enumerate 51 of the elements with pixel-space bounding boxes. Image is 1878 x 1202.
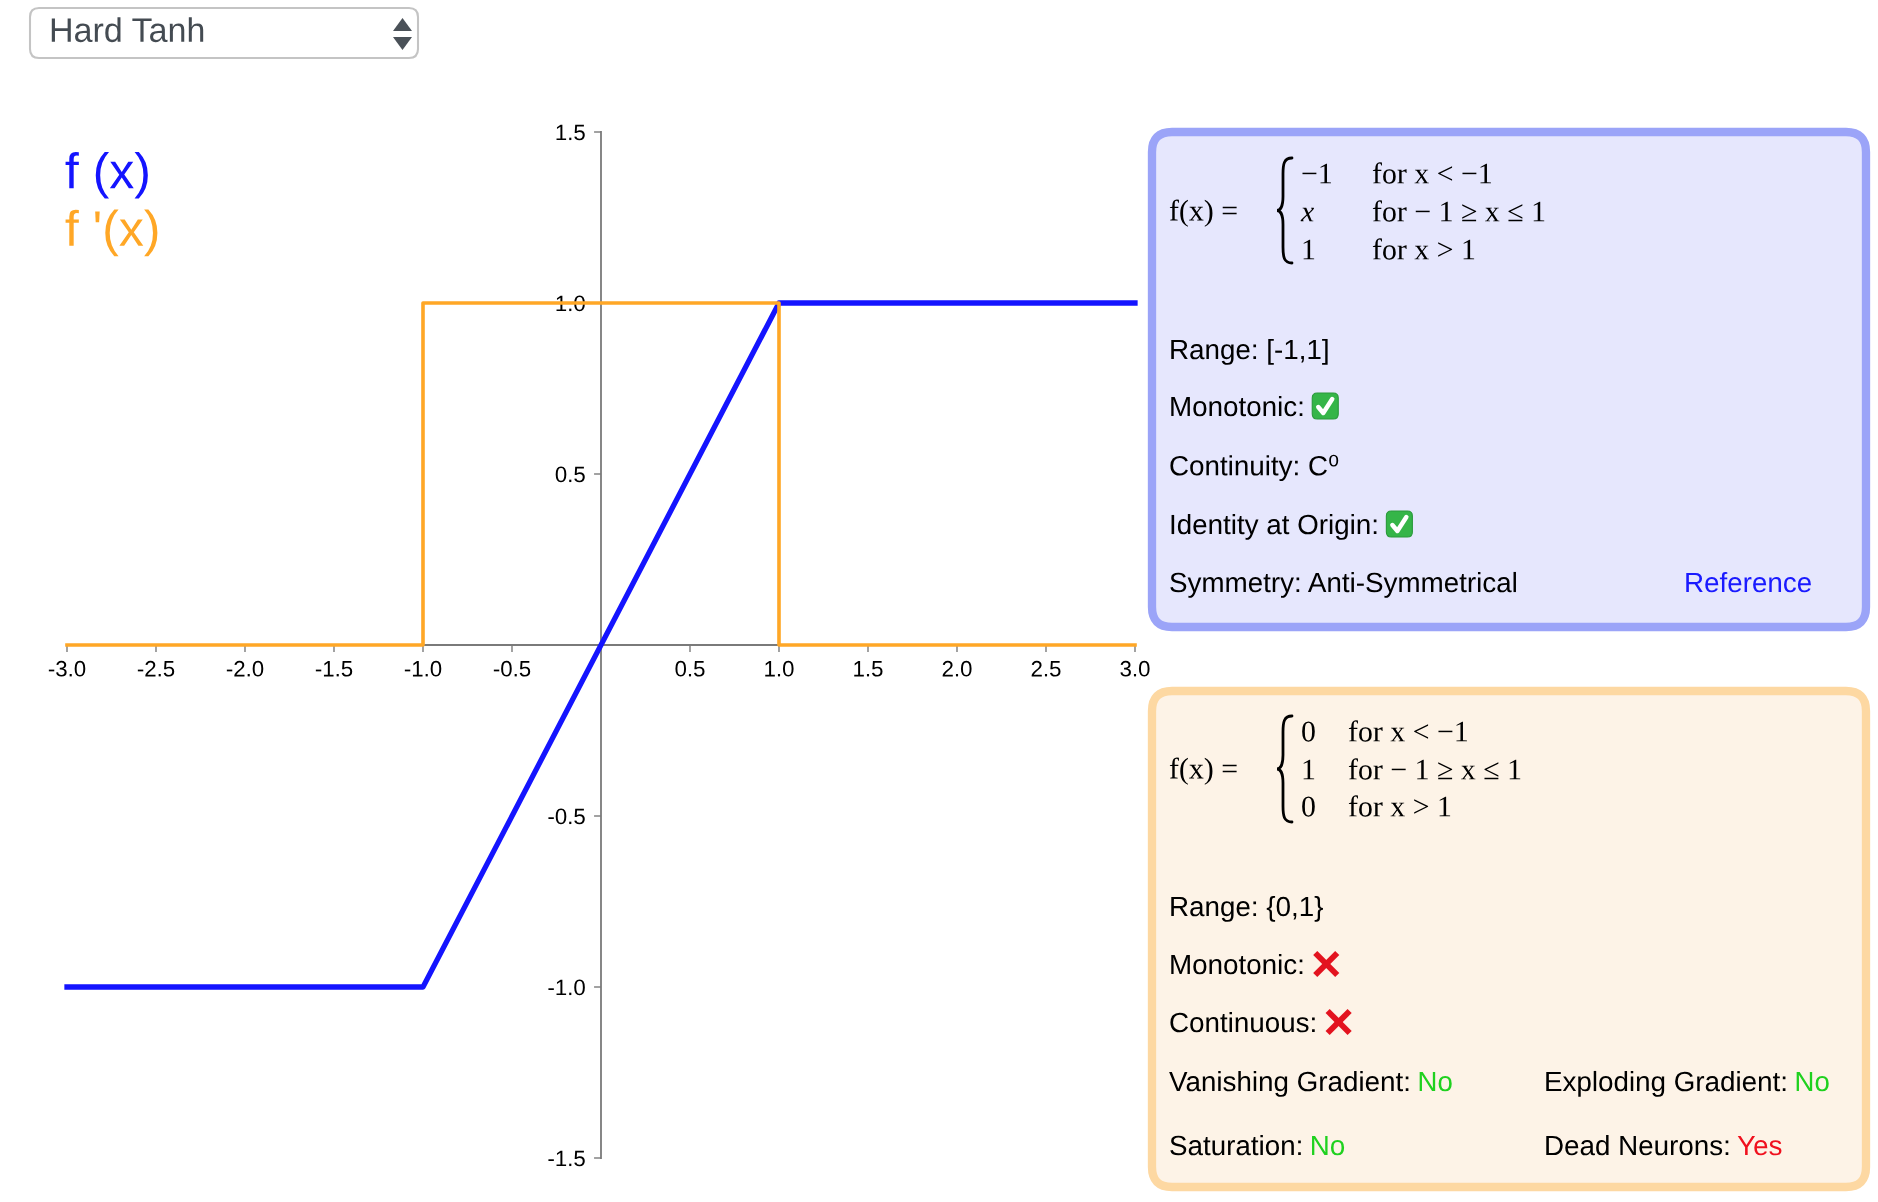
text: Identity at Origin: (1171, 513, 1377, 540)
x-tick-label: 1.0 (765, 660, 794, 677)
text: Reference (1686, 571, 1811, 593)
text: No (1796, 1071, 1829, 1092)
text: Range: [-1,1] (1171, 338, 1328, 365)
chart-title: Hard Tanh (51, 17, 204, 43)
text: for − 1 ≥ x ≤ 1 (1372, 200, 1545, 222)
x-tick-label: -3.0 (48, 660, 86, 677)
x-tick-label: 0.5 (675, 660, 705, 677)
y-tick-label: -1.0 (548, 979, 585, 996)
text: 0 (1302, 796, 1315, 817)
text: 1 (1303, 239, 1315, 260)
text: No (1419, 1071, 1452, 1092)
text: Yes (1737, 1135, 1782, 1156)
x-tick-label: 2.0 (942, 660, 972, 677)
x-tick-label: -2.5 (137, 660, 175, 677)
y-tick-label: -1.5 (548, 1150, 585, 1167)
text: Continuity: C⁰ (1170, 454, 1339, 482)
text: f(x) = (1169, 757, 1237, 785)
text: Range: {0,1} (1171, 895, 1323, 922)
text: Dead Neurons: (1546, 1134, 1729, 1156)
text: f (x) (65, 152, 148, 199)
text: f '(x) (65, 209, 158, 257)
y-tick-label: 0.5 (555, 466, 585, 483)
text: −1 (1302, 163, 1331, 184)
text: Continuous: (1170, 1011, 1315, 1033)
text: f(x) = (1169, 199, 1237, 227)
x-tick-label: -1.5 (315, 661, 353, 677)
text: for x < −1 (1348, 720, 1467, 742)
text: for − 1 ≥ x ≤ 1 (1348, 758, 1521, 780)
text: Saturation: (1170, 1134, 1301, 1156)
x-tick-label: -0.5 (493, 660, 531, 677)
text: x (1300, 207, 1315, 222)
x-tick-label: -2.0 (226, 660, 264, 677)
text: 0 (1302, 721, 1315, 742)
text: Exploding Gradient: (1546, 1070, 1786, 1097)
text: No (1312, 1135, 1345, 1156)
text: Vanishing Gradient: (1169, 1070, 1409, 1097)
y-tick-label: 1.5 (556, 124, 585, 141)
x-tick-label: -1.0 (404, 660, 442, 677)
x-tick-label: 3.0 (1120, 660, 1150, 677)
x-tick-label: 1.5 (854, 661, 883, 677)
text: Monotonic: (1171, 395, 1303, 417)
text: 1 (1303, 759, 1315, 780)
y-tick-label: -0.5 (548, 808, 585, 825)
text: for x > 1 (1348, 795, 1451, 817)
text: Monotonic: (1171, 953, 1303, 975)
text: for x > 1 (1372, 238, 1475, 260)
x-tick-label: 2.5 (1031, 660, 1061, 677)
text: Symmetry: Anti-Symmetrical (1170, 571, 1516, 598)
text: for x < −1 (1372, 162, 1491, 184)
